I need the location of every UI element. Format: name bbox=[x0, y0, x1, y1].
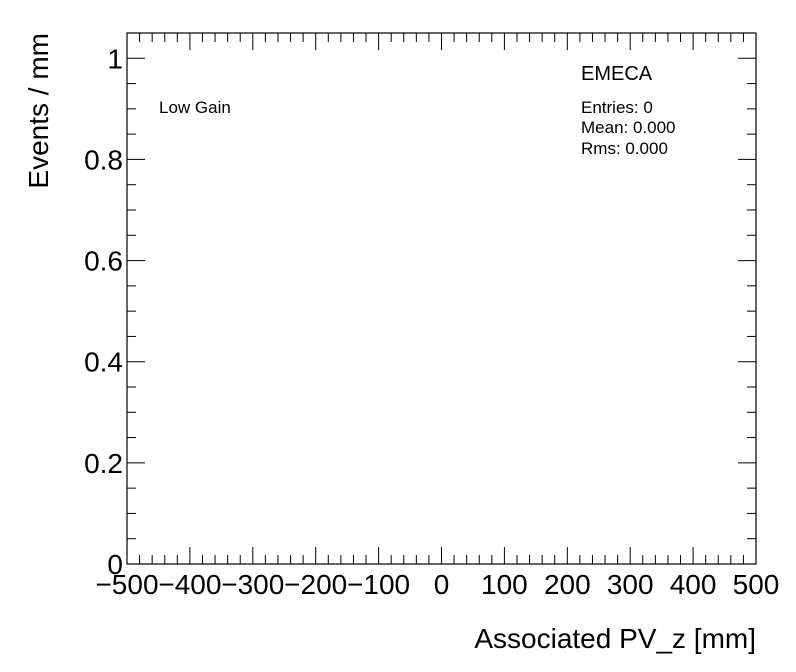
stats-entries: Entries: 0 bbox=[581, 98, 653, 117]
x-tick-label: 500 bbox=[733, 569, 780, 600]
stats-rms: Rms: 0.000 bbox=[581, 139, 668, 158]
y-tick-label: 0.2 bbox=[84, 448, 123, 479]
y-tick-labels: 0 0.2 0.4 0.6 0.8 1 bbox=[84, 43, 123, 580]
x-tick-label: −400 bbox=[158, 569, 221, 600]
x-tick-label: −500 bbox=[95, 569, 158, 600]
y-tick-label: 0.8 bbox=[84, 144, 123, 175]
region-label: EMECA bbox=[581, 63, 653, 85]
gain-label: Low Gain bbox=[159, 98, 231, 117]
x-tick-label: 400 bbox=[670, 569, 717, 600]
y-tick-label: 1 bbox=[107, 43, 123, 74]
x-tick-label: −100 bbox=[347, 569, 410, 600]
y-tick-label: 0.6 bbox=[84, 246, 123, 277]
y-axis-title: Events / mm bbox=[23, 33, 54, 189]
stats-mean: Mean: 0.000 bbox=[581, 118, 676, 137]
x-tick-labels: −500 −400 −300 −200 −100 0 100 200 300 400 500 bbox=[95, 569, 779, 600]
x-tick-label: 0 bbox=[434, 569, 450, 600]
axis-ticks bbox=[126, 32, 757, 565]
x-tick-label: −200 bbox=[284, 569, 347, 600]
x-tick-label: 200 bbox=[544, 569, 591, 600]
x-axis-title: Associated PV_z [mm] bbox=[474, 623, 756, 654]
y-tick-label: 0.4 bbox=[84, 347, 123, 378]
x-tick-label: 300 bbox=[607, 569, 654, 600]
x-tick-label: −300 bbox=[221, 569, 284, 600]
y-tick-label: 0 bbox=[107, 549, 123, 580]
x-tick-label: 100 bbox=[481, 569, 528, 600]
